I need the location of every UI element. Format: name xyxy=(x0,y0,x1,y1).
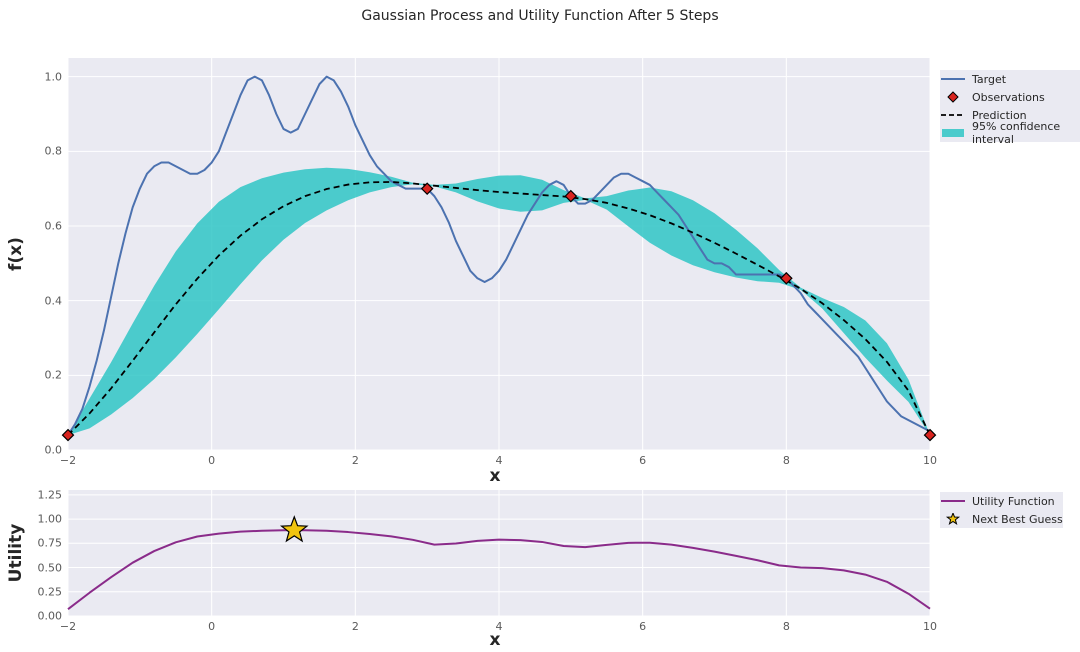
legend-label: Observations xyxy=(972,91,1045,104)
legend-label: Utility Function xyxy=(972,495,1055,508)
xtick-label: 0 xyxy=(208,454,215,467)
xtick-label: 6 xyxy=(639,454,646,467)
legend-label: Target xyxy=(972,73,1006,86)
patch-icon xyxy=(940,127,966,139)
axes-gp-ylabel: f(x) xyxy=(6,237,26,271)
xtick-label: 4 xyxy=(496,454,503,467)
figure: Gaussian Process and Utility Function Af… xyxy=(0,0,1080,652)
legend-entry: 95% confidence interval xyxy=(940,124,1080,142)
ytick-label: 0.6 xyxy=(45,220,63,233)
ytick-label: 1.00 xyxy=(38,513,63,526)
line-icon xyxy=(940,495,966,507)
ytick-label: 0.8 xyxy=(45,145,63,158)
observation-marker xyxy=(925,430,936,441)
star-icon xyxy=(940,513,966,525)
xtick-label: 8 xyxy=(783,620,790,633)
ytick-label: 0.2 xyxy=(45,369,63,382)
xtick-label: 6 xyxy=(639,620,646,633)
ytick-label: 0.0 xyxy=(45,444,63,457)
legend-entry: Observations xyxy=(940,88,1080,106)
ytick-label: 1.25 xyxy=(38,488,63,501)
xtick-label: 8 xyxy=(783,454,790,467)
axes-utility-xlabel: x xyxy=(490,630,501,650)
legend-gp: TargetObservationsPrediction95% confiden… xyxy=(940,70,1080,142)
legend-label: 95% confidence interval xyxy=(972,120,1080,146)
axes-gp xyxy=(68,58,930,450)
dashed-line-icon xyxy=(940,109,966,121)
xtick-label: 2 xyxy=(352,620,359,633)
figure-title: Gaussian Process and Utility Function Af… xyxy=(0,8,1080,24)
legend-label: Next Best Guess xyxy=(972,513,1063,526)
ytick-label: 0.4 xyxy=(45,294,63,307)
axes-utility-ylabel: Utility xyxy=(6,524,26,583)
ytick-label: 0.25 xyxy=(38,585,63,598)
legend-entry: Utility Function xyxy=(940,492,1063,510)
legend-entry: Next Best Guess xyxy=(940,510,1063,528)
xtick-label: 10 xyxy=(923,454,937,467)
legend-entry: Target xyxy=(940,70,1080,88)
xtick-label: 10 xyxy=(923,620,937,633)
xtick-label: 0 xyxy=(208,620,215,633)
xtick-label: 4 xyxy=(496,620,503,633)
diamond-icon xyxy=(940,91,966,103)
xtick-label: −2 xyxy=(60,454,76,467)
axes-gp-xlabel: x xyxy=(490,466,501,486)
ytick-label: 0.75 xyxy=(38,537,63,550)
axes-utility xyxy=(68,490,930,616)
ytick-label: 0.00 xyxy=(38,610,63,623)
xtick-label: −2 xyxy=(60,620,76,633)
legend-utility: Utility Function Next Best Guess xyxy=(940,492,1063,528)
ytick-label: 0.50 xyxy=(38,561,63,574)
ytick-label: 1.0 xyxy=(45,70,63,83)
xtick-label: 2 xyxy=(352,454,359,467)
line-icon xyxy=(940,73,966,85)
next-best-star xyxy=(282,517,307,541)
